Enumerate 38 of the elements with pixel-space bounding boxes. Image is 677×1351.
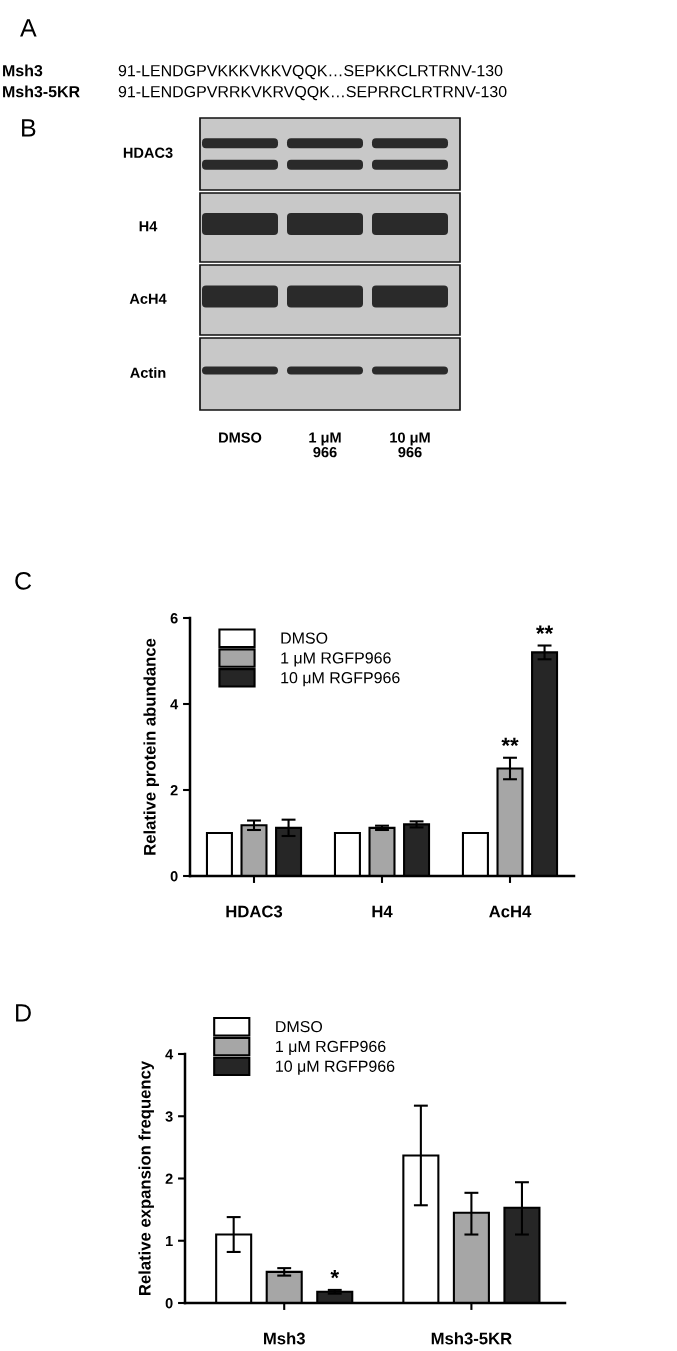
category-label: HDAC3 (123, 147, 173, 158)
y-axis-title: Relative expansion frequency (138, 1060, 154, 1296)
category-label: 1 μM 966 (309, 432, 341, 458)
text: B (22, 119, 36, 137)
y-axis-title: Relative protein abundance (143, 638, 159, 855)
legend-label: 10 μM RGFP966 (281, 672, 400, 687)
y-tick-label: 0 (170, 871, 178, 882)
y-tick-label: 0 (165, 1298, 173, 1309)
category-label: Actin (130, 367, 166, 378)
chart-title: D (16, 1004, 31, 1022)
category-label: Msh3 (3, 64, 43, 77)
chart-title: C (15, 572, 32, 590)
data-label: * (330, 1270, 340, 1279)
y-tick-label: 4 (170, 699, 179, 710)
y-tick-label: 2 (165, 1173, 173, 1184)
data-label: ** (501, 737, 519, 747)
x-tick-label: HDAC3 (226, 905, 283, 918)
legend-label: 1 μM RGFP966 (281, 652, 391, 667)
y-tick-label: 3 (165, 1111, 173, 1122)
legend-label: 1 μM RGFP966 (276, 1040, 386, 1055)
y-tick-label: 6 (170, 613, 178, 624)
category-label: AcH4 (129, 293, 167, 304)
data-label: ** (535, 625, 554, 634)
x-tick-label: H4 (372, 905, 393, 918)
y-tick-label: 4 (165, 1049, 174, 1060)
legend-label: DMSO (276, 1020, 323, 1033)
text: 91-LENDGPVRRKVKRVQQK…SEPRRCLRTRNV-130 (118, 85, 507, 101)
category-label: DMSO (219, 432, 262, 443)
category-label: H4 (139, 221, 158, 232)
legend-label: 10 μM RGFP966 (276, 1060, 395, 1075)
y-tick-label: 2 (170, 785, 178, 796)
category-label: Msh3-5KR (3, 85, 80, 98)
y-tick-label: 1 (166, 1236, 173, 1247)
x-tick-label: AcH4 (489, 905, 532, 918)
legend-label: DMSO (281, 632, 328, 644)
category-label: 10 μM 966 (390, 432, 430, 458)
text: A (20, 19, 37, 37)
text: 91-LENDGPVKKKVKKVQQK…SEPKKCLRTRNV-130 (118, 64, 503, 80)
